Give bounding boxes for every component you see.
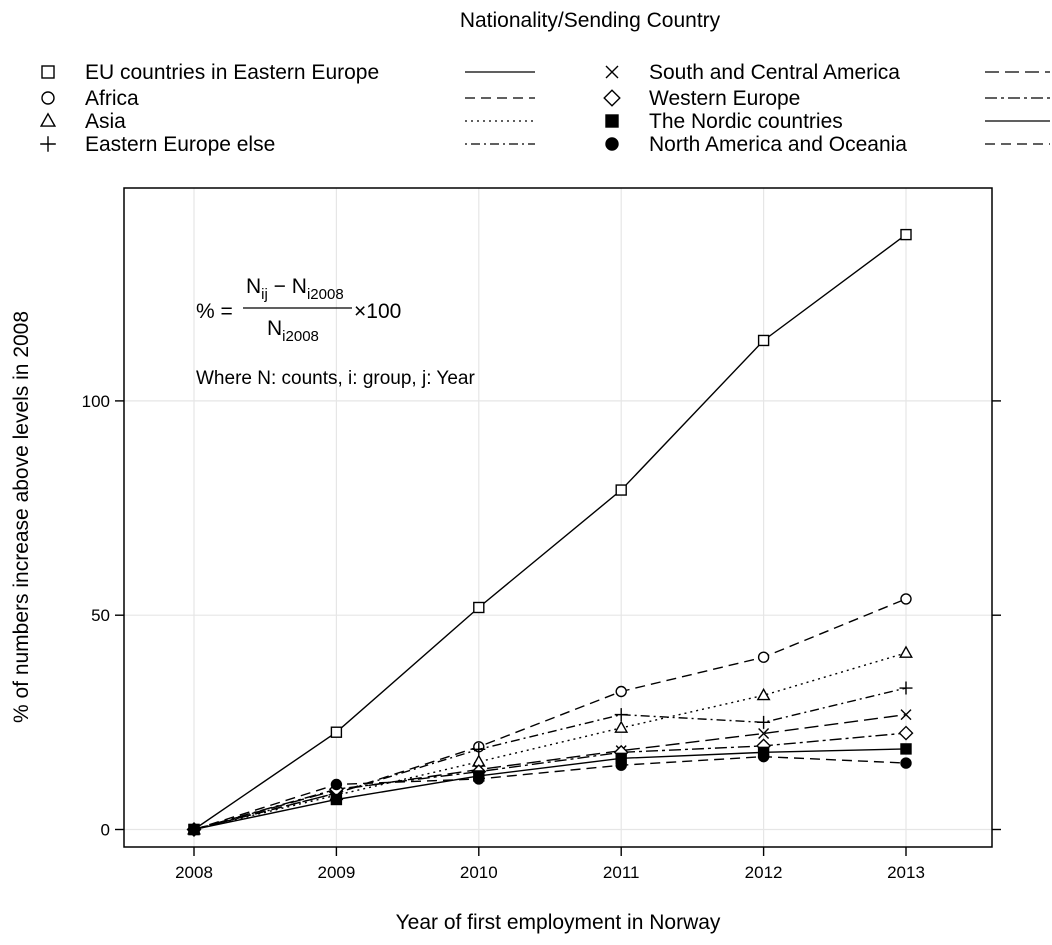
y-tick-label: 100	[82, 392, 110, 411]
series-western-europe	[186, 725, 914, 837]
legend-item: Western Europe	[603, 87, 1050, 110]
series-south-and-central-america	[188, 709, 912, 835]
legend-item: Eastern Europe else	[40, 133, 535, 156]
legend-item: Africa	[41, 87, 535, 110]
data-point	[330, 778, 343, 791]
data-point	[899, 681, 913, 695]
data-point	[614, 708, 628, 722]
legend-marker	[605, 65, 619, 79]
formula: % = Nij − Ni2008 Ni2008 ×100 Where N: co…	[196, 275, 475, 389]
series-line	[193, 687, 907, 831]
legend: EU countries in Eastern Europe AfricaAsia…	[39, 61, 1050, 156]
data-point	[472, 742, 486, 756]
series-line	[193, 732, 907, 831]
series-asia	[187, 645, 913, 835]
legend-label: Asia	[85, 110, 126, 133]
formula-times: ×100	[354, 300, 401, 323]
legend-marker	[40, 136, 56, 152]
data-point	[757, 750, 770, 763]
data-point	[615, 759, 627, 771]
data-point	[614, 720, 629, 733]
series-line	[193, 234, 907, 831]
series-layer	[186, 228, 914, 837]
data-point	[757, 715, 771, 729]
x-tick-label: 2008	[175, 863, 213, 882]
data-point	[330, 793, 343, 806]
series-line	[193, 755, 907, 831]
series-eu-countries-in-eastern-europe	[188, 228, 912, 836]
legend-item: Asia	[39, 110, 535, 133]
x-tick-label: 2012	[745, 863, 783, 882]
data-point	[900, 757, 912, 769]
legend-label: EU countries in Eastern Europe	[85, 61, 379, 84]
data-point	[900, 709, 912, 721]
x-tick-label: 2013	[887, 863, 925, 882]
y-tick-label: 0	[101, 821, 110, 840]
data-point	[756, 687, 771, 701]
formula-denominator: Ni2008	[267, 317, 319, 345]
legend-label: South and Central America	[649, 61, 900, 84]
legend-title: Nationality/Sending Country	[460, 9, 721, 32]
legend-marker	[605, 137, 619, 151]
legend-marker	[603, 89, 621, 107]
legend-marker	[39, 112, 57, 127]
data-point	[615, 484, 627, 496]
formula-numerator: Nij − Ni2008	[246, 275, 344, 303]
legend-item: The Nordic countries	[605, 110, 1050, 133]
data-point	[900, 743, 912, 755]
formula-note: Where N: counts, i: group, j: Year	[196, 368, 475, 389]
data-point	[473, 601, 485, 614]
x-tick-label: 2010	[460, 863, 498, 882]
legend-marker	[41, 65, 55, 79]
axes: 2008 2009 2010 2011 2012 2013 0 50 100	[82, 392, 1001, 882]
series-north-america-and-oceania	[188, 750, 912, 836]
data-point	[899, 645, 913, 658]
plot-frame	[123, 187, 993, 848]
formula-lhs: % =	[196, 300, 233, 323]
data-point	[900, 228, 912, 241]
legend-item: North America and Oceania	[605, 133, 1050, 156]
legend-label: Eastern Europe else	[85, 133, 275, 156]
x-tick-label: 2011	[603, 863, 640, 882]
series-line	[193, 748, 907, 831]
data-point	[473, 773, 485, 785]
legend-label: Africa	[85, 87, 139, 110]
legend-marker	[605, 114, 619, 128]
data-point	[898, 725, 914, 741]
data-point	[757, 334, 770, 347]
x-tick-label: 2009	[317, 863, 355, 882]
data-point	[330, 726, 343, 738]
data-point	[758, 727, 770, 739]
legend-marker	[41, 91, 55, 105]
legend-label: The Nordic countries	[649, 110, 843, 133]
y-axis-label: % of numbers increase above levels in 20…	[10, 311, 33, 723]
data-point	[900, 593, 912, 605]
legend-label: North America and Oceania	[649, 133, 907, 156]
y-tick-label: 50	[91, 606, 110, 625]
series-line	[193, 652, 907, 831]
data-point	[188, 823, 200, 836]
series-africa	[188, 593, 912, 836]
legend-item: South and Central America	[605, 61, 1050, 84]
x-axis-label: Year of first employment in Norway	[396, 911, 721, 934]
series-the-nordic-countries	[188, 743, 912, 836]
series-line	[193, 598, 907, 831]
data-point	[615, 685, 627, 698]
legend-item: EU countries in Eastern Europe	[41, 61, 535, 84]
legend-label: Western Europe	[649, 87, 800, 110]
data-point	[757, 651, 770, 663]
